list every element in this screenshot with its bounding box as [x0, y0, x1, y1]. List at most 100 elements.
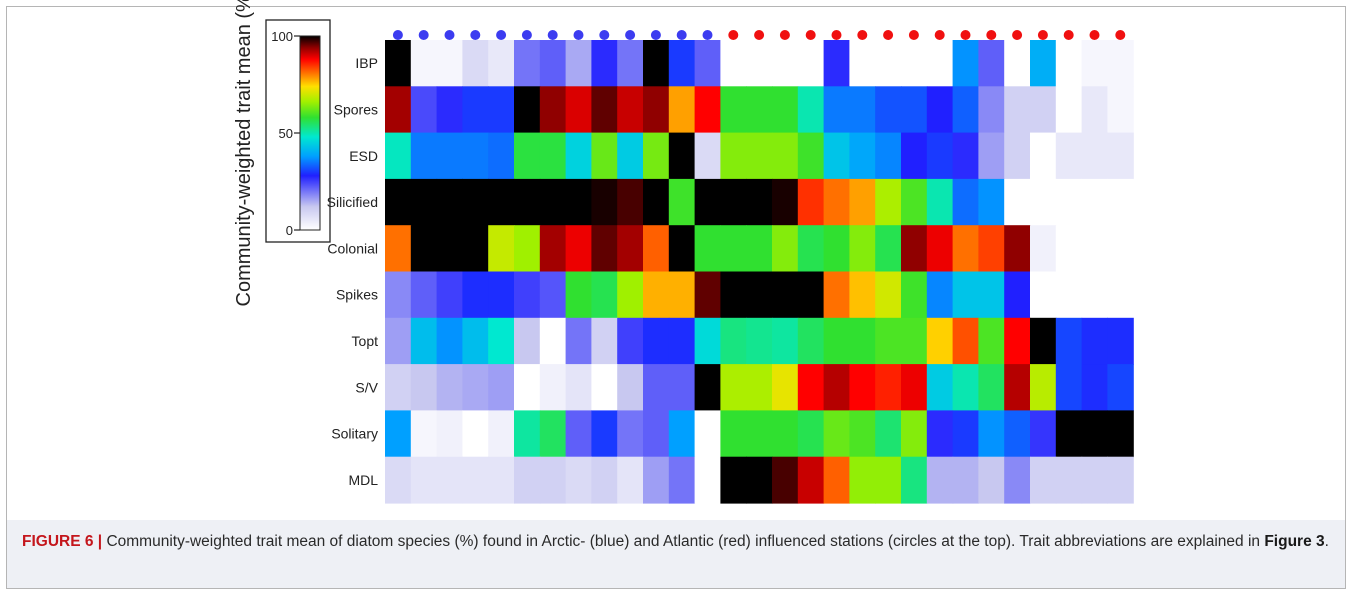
heatmap-cell	[901, 410, 928, 458]
heatmap-cell	[1107, 86, 1134, 134]
trait-label: Topt	[352, 333, 379, 349]
station-marker-arctic	[444, 30, 455, 40]
heatmap-cell	[772, 178, 799, 226]
heatmap-cell	[643, 456, 670, 504]
station-marker-atlantic	[908, 30, 919, 40]
heatmap-cell	[539, 271, 567, 319]
heatmap-cell	[462, 40, 489, 87]
heatmap-cell	[1055, 40, 1083, 87]
heatmap-cell	[901, 40, 928, 87]
heatmap-cell	[643, 271, 670, 319]
heatmap-cell	[1055, 317, 1083, 365]
heatmap-cell	[565, 86, 592, 134]
heatmap-cell	[875, 410, 902, 458]
heatmap-cell	[462, 225, 489, 273]
heatmap-cell	[488, 456, 515, 504]
heatmap-cell	[720, 178, 747, 226]
heatmap-cell	[875, 271, 902, 319]
heatmap-cell	[1055, 86, 1083, 134]
heatmap-cell	[1107, 178, 1134, 226]
heatmap-cell	[978, 317, 1005, 365]
heatmap-cell	[720, 86, 747, 134]
heatmap-cell	[849, 86, 876, 134]
heatmap-cell	[385, 178, 412, 226]
heatmap-cell	[410, 86, 438, 134]
station-marker-arctic	[676, 30, 687, 40]
trait-label: Spikes	[336, 287, 378, 303]
heatmap-cell	[514, 225, 541, 273]
heatmap-cell	[823, 132, 850, 180]
heatmap-cell	[797, 178, 825, 226]
heatmap-cell	[565, 178, 592, 226]
station-marker-atlantic	[805, 30, 816, 40]
heatmap-cell	[849, 271, 876, 319]
heatmap-cell	[617, 271, 644, 319]
heatmap-cell	[1055, 225, 1083, 273]
caption-figure-reference[interactable]: Figure 3	[1264, 533, 1325, 550]
heatmap-cell	[565, 40, 592, 87]
heatmap-cell	[797, 364, 825, 411]
heatmap-figure: Community-weighted trait mean (%) 0 50 100…	[233, 0, 1134, 504]
heatmap-cell	[488, 40, 515, 87]
heatmap-cell	[952, 132, 979, 180]
heatmap-cell	[901, 364, 928, 411]
heatmap-cell	[410, 410, 438, 458]
heatmap-cell	[849, 178, 876, 226]
heatmap-cell	[668, 317, 696, 365]
heatmap-cell	[436, 132, 463, 180]
heatmap-cell	[565, 271, 592, 319]
heatmap-cell	[643, 178, 670, 226]
station-marker-arctic	[418, 30, 429, 40]
heatmap-cell	[694, 40, 721, 87]
heatmap-cell	[410, 40, 438, 87]
heatmap-cell	[1030, 132, 1057, 180]
station-marker-atlantic	[1063, 30, 1074, 40]
heatmap-cell	[1107, 456, 1134, 504]
heatmap-cell	[797, 86, 825, 134]
colorbar-tick-label: 50	[279, 126, 293, 141]
heatmap-cell	[385, 317, 412, 365]
heatmap-cell	[823, 40, 850, 87]
heatmap-cell	[385, 364, 412, 411]
heatmap-cell	[410, 271, 438, 319]
heatmap-cell	[720, 410, 747, 458]
caption-text: Community-weighted trait mean of diatom …	[102, 533, 1265, 550]
heatmap-cell	[978, 456, 1005, 504]
heatmap-cell	[617, 225, 644, 273]
heatmap-cell	[978, 410, 1005, 458]
heatmap-cell	[694, 456, 721, 504]
trait-label: Solitary	[331, 426, 378, 442]
station-marker-atlantic	[960, 30, 971, 40]
colorbar-gradient	[299, 35, 321, 231]
station-marker-atlantic	[883, 30, 894, 40]
heatmap-cell	[1004, 132, 1031, 180]
heatmap-cell	[1081, 317, 1108, 365]
heatmap-cell	[1081, 225, 1108, 273]
trait-label: Colonial	[327, 240, 378, 256]
heatmap-cell	[978, 86, 1005, 134]
heatmap-cell	[462, 364, 489, 411]
heatmap-cell	[539, 410, 567, 458]
heatmap-cell	[746, 364, 773, 411]
heatmap-cell	[926, 86, 954, 134]
heatmap-cell	[694, 86, 721, 134]
heatmap-cell	[591, 271, 618, 319]
heatmap-cell	[797, 456, 825, 504]
heatmap-cell	[643, 225, 670, 273]
heatmap-cell	[488, 317, 515, 365]
heatmap-cell	[1004, 178, 1031, 226]
heatmap-cell	[875, 40, 902, 87]
heatmap-cell	[901, 86, 928, 134]
heatmap-cell	[849, 132, 876, 180]
heatmap-cell	[668, 178, 696, 226]
station-marker-arctic	[470, 30, 481, 40]
heatmap-cell	[643, 132, 670, 180]
station-marker-atlantic	[934, 30, 945, 40]
station-marker-atlantic	[754, 30, 765, 40]
heatmap-cell	[385, 86, 412, 134]
heatmap-cell	[720, 225, 747, 273]
heatmap-cell	[436, 225, 463, 273]
heatmap-cell	[1004, 271, 1031, 319]
heatmap-cell	[1107, 410, 1134, 458]
heatmap-cell	[952, 40, 979, 87]
